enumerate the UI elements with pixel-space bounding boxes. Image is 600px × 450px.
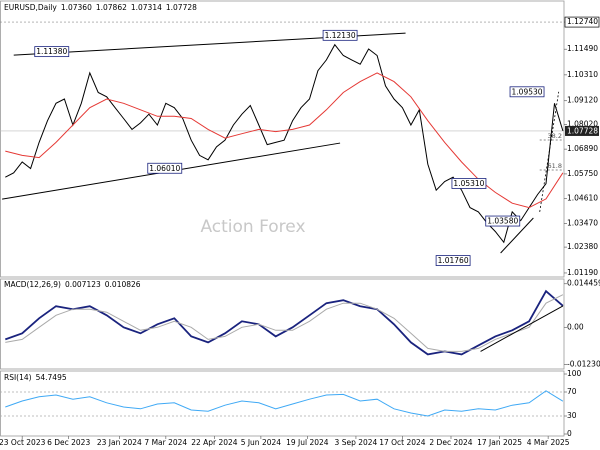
annotation-box (322, 29, 358, 41)
price-panel (0, 0, 565, 278)
y-tick-label: 1.11490 (567, 44, 598, 53)
annotation-label: 1.03580 (487, 217, 518, 226)
y-tick-label: 100 (567, 369, 582, 378)
y-tick-label: 1.04610 (567, 194, 598, 203)
header-value: 1.07728 (166, 3, 197, 12)
rsi-panel (0, 370, 565, 437)
trendline (539, 91, 560, 212)
fib-label: 38.2 (548, 132, 562, 140)
x-tick-label: 2 Dec 2024 (429, 438, 472, 447)
y-tick-label: 1.10310 (567, 70, 598, 79)
x-tick-label: 22 Apr 2024 (191, 438, 238, 447)
trendline (480, 305, 564, 352)
y-tick-label: 70 (567, 387, 577, 396)
annotation-label: 1.12130 (325, 31, 356, 40)
last-price-label: 1.07728 (567, 126, 598, 135)
header-value: 1.07862 (96, 3, 127, 12)
x-tick-label: 4 Mar 2025 (527, 438, 570, 447)
panel-title: RSI(14) (4, 373, 32, 382)
y-tick-label: 0.00 (567, 322, 584, 331)
panel-title: EURUSD,Daily (4, 3, 57, 12)
y-tick-label: 0.014459 (567, 279, 600, 288)
annotation-label: 1.05310 (453, 179, 484, 188)
y-tick-label: 30 (567, 411, 577, 420)
header-value: 0.007123 (65, 280, 101, 289)
x-tick-label: 23 Oct 2023 (0, 438, 46, 447)
x-tick-label: 5 Jun 2024 (241, 438, 282, 447)
y-tick-label: 1.02380 (567, 242, 598, 251)
series-line (5, 294, 564, 352)
x-tick-label: 6 Dec 2023 (47, 438, 90, 447)
y-tick-box (564, 16, 600, 28)
panel-title: MACD(12,26,9) (4, 280, 61, 289)
annotation-box (485, 215, 521, 227)
annotation-label: 1.06010 (149, 164, 180, 173)
x-tick-label: 17 Oct 2024 (379, 438, 426, 447)
watermark: Action Forex (200, 217, 305, 237)
x-tick-label: 23 Jan 2024 (97, 438, 142, 447)
y-tick-label: 1.08020 (567, 120, 598, 129)
annotation-box (451, 178, 487, 189)
annotation-box (509, 86, 545, 98)
header-value: 0.010826 (105, 280, 141, 289)
y-tick-label: 1.09120 (567, 96, 598, 105)
fib-label: 61.8 (548, 162, 562, 170)
series-line (5, 43, 564, 244)
annotation-label: 1.01760 (438, 256, 469, 265)
last-price-box (565, 125, 599, 136)
x-tick-label: 7 Mar 2024 (144, 438, 187, 447)
annotation-box (435, 255, 471, 266)
x-tick-label: 17 Jan 2025 (477, 438, 522, 447)
y-tick-label: 1.01190 (567, 268, 598, 277)
series-line (5, 390, 564, 417)
y-tick-label: 1.05750 (567, 169, 598, 178)
annotation-label: 1.09530 (512, 87, 543, 96)
y-tick-label: 1.03470 (567, 218, 598, 227)
y-tick-label: 1.12740 (567, 17, 598, 26)
annotation-box (147, 162, 183, 174)
macd-panel (0, 278, 565, 370)
x-tick-label: 19 Jul 2024 (286, 438, 329, 447)
header-value: 1.07360 (61, 3, 92, 12)
header-value: 1.07314 (131, 3, 162, 12)
series-line (5, 72, 564, 209)
annotation-label: 1.11380 (36, 47, 67, 56)
trendline (500, 217, 534, 254)
x-tick-label: 3 Sep 2024 (335, 438, 378, 447)
annotation-box (34, 46, 70, 58)
header-value: 54.7495 (36, 373, 67, 382)
y-tick-label: 0 (567, 429, 572, 438)
y-tick-label: -0.012303 (567, 359, 600, 368)
y-tick-label: 1.06890 (567, 144, 598, 153)
